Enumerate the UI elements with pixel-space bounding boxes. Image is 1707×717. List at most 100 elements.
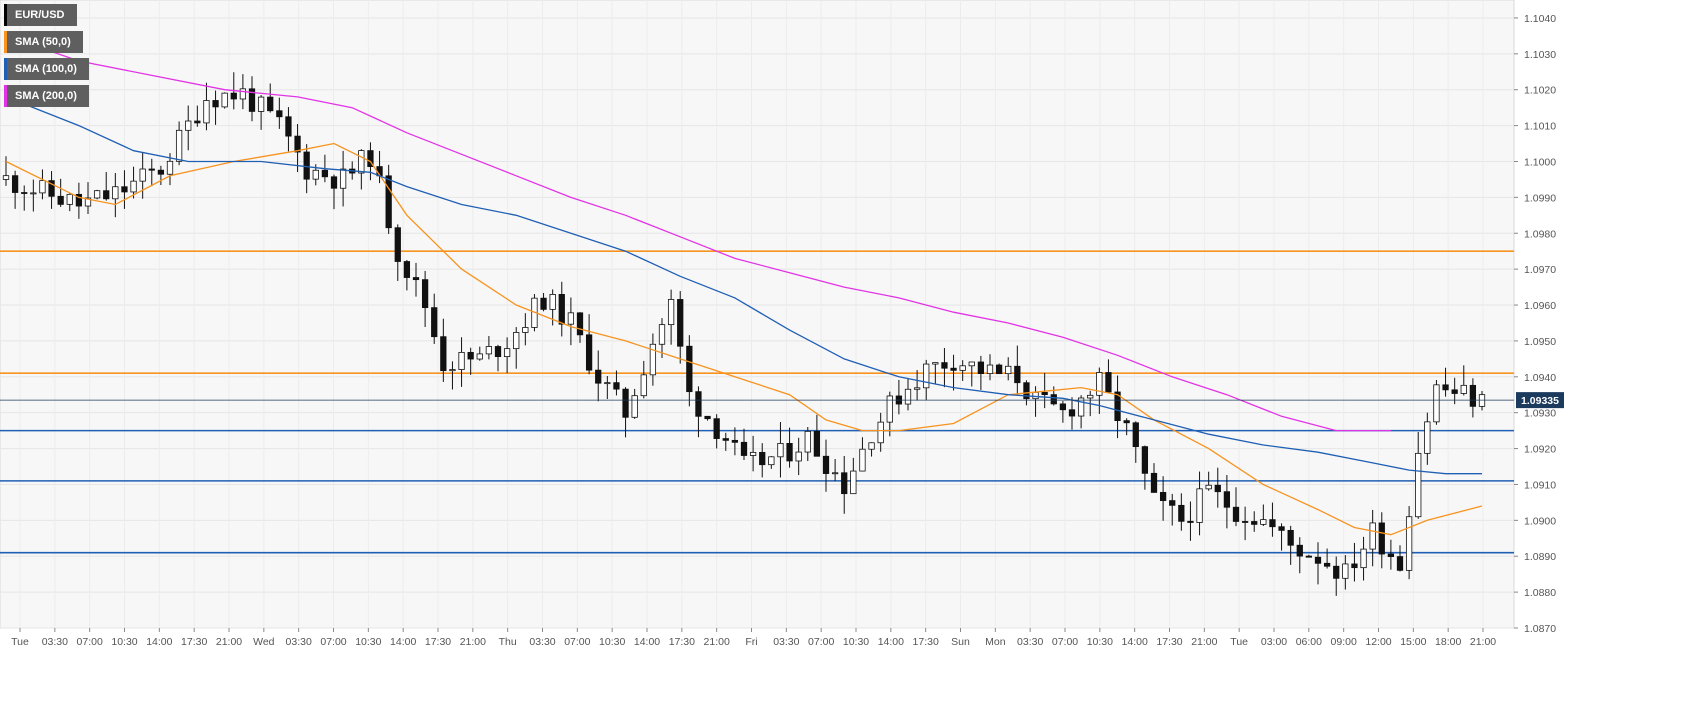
candle-body <box>1424 421 1431 454</box>
candle-body <box>1023 382 1030 400</box>
legend-item[interactable]: SMA (100,0) <box>4 58 89 80</box>
candle-body <box>1005 365 1012 375</box>
candle-body <box>1214 484 1221 493</box>
candle-body <box>731 439 739 443</box>
candle-body <box>804 430 811 453</box>
candle-body <box>112 186 119 200</box>
candle-body <box>686 345 693 393</box>
x-tick-label: 07:00 <box>564 636 590 648</box>
candle-body <box>549 294 556 310</box>
candle-body <box>1323 562 1331 567</box>
x-tick-label: 03:00 <box>1261 636 1287 648</box>
candle-body <box>1114 391 1121 422</box>
x-tick-label: Tue <box>1230 636 1248 648</box>
candle-body <box>185 120 192 131</box>
candle-body <box>257 96 265 112</box>
candle-body <box>913 387 921 390</box>
candle-body <box>886 395 893 423</box>
x-tick-label: 10:30 <box>111 636 137 648</box>
x-tick-label: 21:00 <box>704 636 730 648</box>
candle-body <box>248 88 256 112</box>
legend-swatch <box>4 85 7 107</box>
candle-body <box>1105 372 1112 393</box>
candle-body <box>2 175 10 180</box>
x-tick-label: 14:00 <box>390 636 416 648</box>
candle-body <box>1369 522 1376 550</box>
legend-swatch <box>4 58 7 80</box>
candle-body <box>877 421 884 444</box>
candle-body <box>786 443 793 462</box>
x-tick-label: 10:30 <box>355 636 381 648</box>
candle-body <box>540 297 547 310</box>
candle-body <box>1260 519 1267 525</box>
current-price-badge <box>1516 392 1564 409</box>
y-tick-label: 1.0940 <box>1524 372 1556 384</box>
candle-body <box>604 382 611 385</box>
legend-item[interactable]: EUR/USD <box>4 4 77 26</box>
candle-body <box>759 451 766 466</box>
candle-body <box>458 351 465 370</box>
candle-body <box>822 455 830 474</box>
candle-body <box>239 88 247 100</box>
candle-body <box>30 192 37 195</box>
candle-body <box>1059 403 1067 411</box>
legend-label: SMA (100,0) <box>15 63 77 75</box>
x-tick-label: Mon <box>985 636 1006 648</box>
candle-body <box>267 96 274 112</box>
y-tick-label: 1.0980 <box>1524 228 1556 240</box>
candle-body <box>1469 384 1477 407</box>
x-tick-label: 12:00 <box>1365 636 1391 648</box>
candle-body <box>294 135 301 153</box>
candle-body <box>777 443 784 458</box>
chart-legend: EUR/USD SMA (50,0) SMA (100,0) SMA (200,0) <box>4 4 89 112</box>
x-tick-label: 07:00 <box>77 636 103 648</box>
candle-body <box>139 168 146 182</box>
candle-body <box>130 180 137 193</box>
x-tick-label: 03:30 <box>42 636 68 648</box>
candle-body <box>1141 446 1149 474</box>
legend-item[interactable]: SMA (200,0) <box>4 85 89 107</box>
candle-body <box>850 470 857 495</box>
x-tick-label: 17:30 <box>913 636 939 648</box>
candle-body <box>868 442 875 450</box>
candle-body <box>1050 394 1057 405</box>
candle-body <box>695 391 702 417</box>
legend-item[interactable]: SMA (50,0) <box>4 31 83 53</box>
candle-body <box>558 294 565 325</box>
candle-body <box>1405 516 1413 571</box>
candle-body <box>57 195 64 205</box>
candle-body <box>658 324 666 345</box>
x-tick-label: 07:00 <box>808 636 834 648</box>
candle-body <box>795 451 802 462</box>
candle-body <box>412 277 420 281</box>
candle-body <box>613 382 620 390</box>
candle-body <box>1169 500 1176 506</box>
candle-body <box>194 120 201 124</box>
x-tick-label: 14:00 <box>878 636 904 648</box>
candle-body <box>950 367 957 371</box>
candle-body <box>1159 492 1167 501</box>
candle-body <box>103 190 110 200</box>
candle-body <box>440 336 447 372</box>
legend-label: EUR/USD <box>15 9 65 21</box>
candle-body <box>431 307 438 338</box>
candle-body <box>667 299 675 326</box>
candle-body <box>1378 522 1385 555</box>
x-tick-label: 21:00 <box>216 636 242 648</box>
candle-body <box>212 100 219 108</box>
candle-body <box>859 448 866 472</box>
sma-50-line <box>5 142 1483 536</box>
candle-body <box>1396 556 1404 571</box>
candle-body <box>959 365 966 371</box>
candle-body <box>1305 555 1313 558</box>
x-tick-label: Thu <box>499 636 517 648</box>
y-tick-label: 1.0900 <box>1524 515 1556 527</box>
candle-body <box>93 190 101 199</box>
candle-body <box>203 100 210 124</box>
candle-body <box>1223 491 1231 508</box>
candle-body <box>39 180 46 194</box>
candle-body <box>1132 422 1139 448</box>
x-tick-label: 03:30 <box>1017 636 1043 648</box>
candle-body <box>485 346 493 355</box>
candle-body <box>768 456 775 466</box>
